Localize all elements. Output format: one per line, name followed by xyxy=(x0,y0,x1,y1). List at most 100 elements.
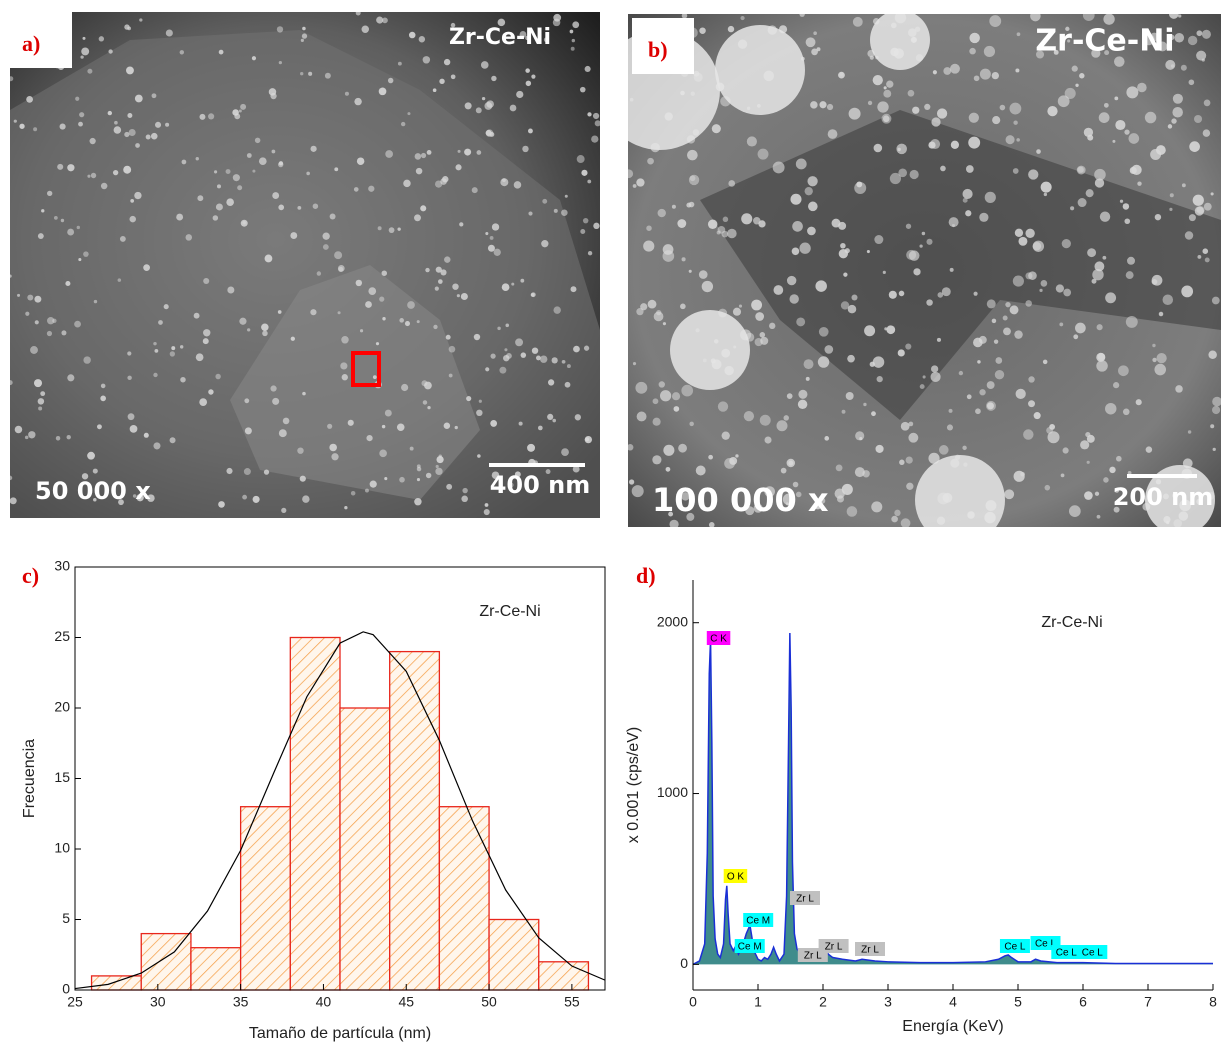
particle xyxy=(476,107,482,113)
particle xyxy=(565,382,571,388)
particle xyxy=(987,381,995,389)
particle xyxy=(1170,193,1174,197)
particle xyxy=(864,325,875,336)
particle xyxy=(796,317,805,326)
particle xyxy=(1194,115,1202,123)
particle xyxy=(769,323,775,329)
particle xyxy=(1097,515,1101,519)
bar xyxy=(191,948,241,990)
particle xyxy=(585,437,589,441)
particle xyxy=(1075,84,1078,87)
particle xyxy=(572,39,575,42)
particle xyxy=(806,37,816,47)
particle xyxy=(1013,121,1017,125)
particle xyxy=(170,437,176,443)
particle xyxy=(1105,403,1116,414)
particle xyxy=(490,236,494,240)
x-tick-label: 40 xyxy=(316,994,332,1010)
particle xyxy=(87,175,90,178)
particle xyxy=(942,287,951,296)
particle xyxy=(491,76,496,81)
particle xyxy=(1126,271,1134,279)
particle xyxy=(890,173,901,184)
particle xyxy=(587,180,591,184)
particle xyxy=(479,400,482,403)
particle xyxy=(78,258,81,261)
particle xyxy=(1169,9,1179,19)
particle xyxy=(446,335,451,340)
magnification: 100 000 x xyxy=(652,481,829,519)
particle xyxy=(382,270,388,276)
particle xyxy=(1033,242,1041,250)
particle xyxy=(923,375,926,378)
particle xyxy=(485,503,489,507)
bar xyxy=(290,638,340,991)
particle xyxy=(580,229,585,234)
particle xyxy=(992,319,997,324)
particle xyxy=(842,410,846,414)
particle xyxy=(398,62,402,66)
particle xyxy=(979,389,985,395)
particle xyxy=(871,411,876,416)
particle xyxy=(968,137,980,149)
peak-label: Zr L xyxy=(861,945,879,956)
y-tick-label: 1000 xyxy=(657,784,688,800)
particle xyxy=(931,117,940,126)
particle xyxy=(1097,324,1103,330)
particle xyxy=(322,232,329,239)
particle xyxy=(656,310,661,315)
particle xyxy=(420,205,426,211)
particle xyxy=(75,97,79,101)
particle xyxy=(883,271,886,274)
particle xyxy=(81,48,89,56)
particle xyxy=(824,345,833,354)
particle xyxy=(1115,120,1125,130)
particle xyxy=(674,406,680,412)
particle xyxy=(1003,316,1008,321)
particle xyxy=(992,116,1000,124)
particle xyxy=(894,510,900,516)
particle xyxy=(1104,103,1109,108)
particle xyxy=(1154,364,1166,376)
particle xyxy=(522,146,528,152)
particle xyxy=(100,396,106,402)
particle xyxy=(1092,279,1097,284)
particle xyxy=(658,209,666,217)
particle xyxy=(1100,212,1110,222)
particle xyxy=(1080,440,1089,449)
particle xyxy=(1036,149,1041,154)
particle xyxy=(783,415,788,420)
particle xyxy=(1159,312,1163,316)
particle xyxy=(152,93,157,98)
particle xyxy=(624,169,633,178)
particle xyxy=(815,280,826,291)
y-axis-label: x 0.001 (cps/eV) xyxy=(625,727,642,844)
particle xyxy=(134,192,141,199)
particle xyxy=(561,448,569,456)
particle xyxy=(488,245,495,252)
peak-label: Ce M xyxy=(738,942,762,953)
particle xyxy=(1092,269,1103,280)
particle xyxy=(819,101,826,108)
particle xyxy=(947,424,953,430)
particle xyxy=(503,355,509,361)
particle xyxy=(950,268,954,272)
particle xyxy=(1126,86,1138,98)
particle xyxy=(1146,446,1152,452)
particle xyxy=(455,426,458,429)
particle xyxy=(10,497,17,504)
particle xyxy=(94,300,97,303)
particle xyxy=(310,146,316,152)
agglomerate xyxy=(870,10,930,70)
particle xyxy=(297,447,303,453)
particle xyxy=(1152,358,1156,362)
particle xyxy=(1025,272,1032,279)
panel-label: d) xyxy=(636,563,656,588)
particle xyxy=(755,338,763,346)
particle xyxy=(56,436,61,441)
particle xyxy=(180,345,183,348)
particle xyxy=(281,508,286,513)
particle xyxy=(739,305,742,308)
particle xyxy=(130,199,134,203)
particle xyxy=(591,135,598,142)
